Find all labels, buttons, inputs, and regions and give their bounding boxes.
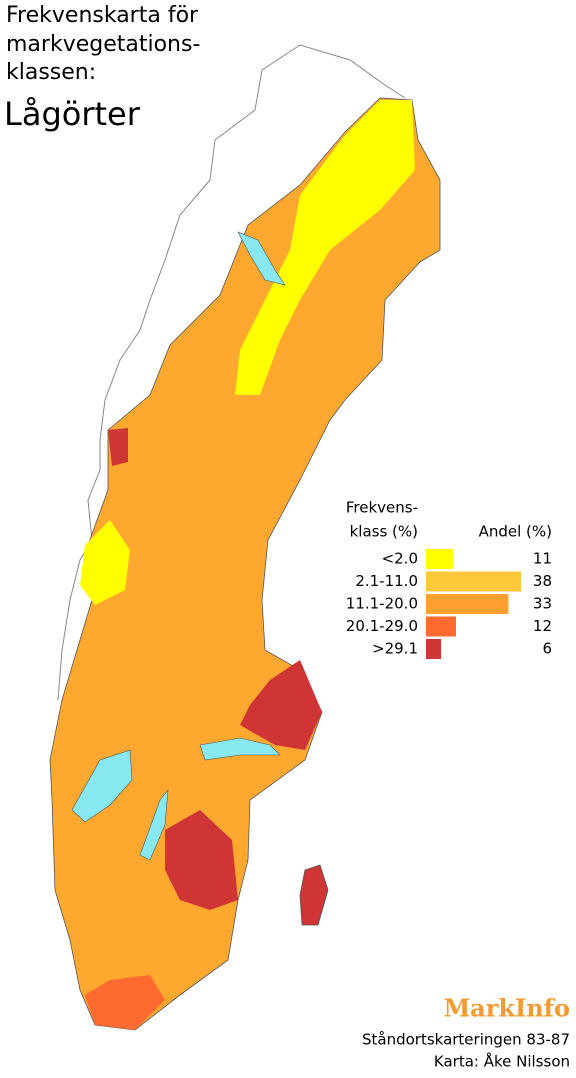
title-line: klassen:	[6, 60, 96, 85]
share-bar	[426, 639, 441, 659]
neighbour-border	[57, 44, 406, 701]
share-value: 11	[533, 550, 552, 568]
lake	[237, 231, 286, 286]
country	[49, 97, 441, 1031]
lake	[71, 749, 133, 823]
share-bar	[426, 616, 456, 637]
brand: MarkInfo	[444, 994, 570, 1023]
credit: Karta: Åke Nilsson	[434, 1052, 570, 1071]
title-line: markvegetations-	[6, 32, 200, 57]
legend-header: Andel (%)	[479, 523, 552, 541]
class-label: 2.1-11.0	[355, 572, 418, 590]
legend-header: klass (%)	[350, 523, 418, 541]
share-value: 12	[533, 617, 552, 635]
share-bar	[426, 549, 454, 569]
map	[49, 44, 441, 1031]
mid-high-area	[85, 975, 165, 1030]
source: Ståndortskarteringen 83-87	[362, 1031, 570, 1049]
class-label: 20.1-29.0	[346, 617, 418, 635]
high-class-area	[108, 428, 128, 466]
subject: Lågörter	[4, 95, 141, 133]
class-label: >29.1	[372, 640, 418, 658]
class-label: 11.1-20.0	[346, 595, 418, 613]
island	[299, 864, 329, 926]
low-class-area	[80, 520, 130, 605]
share-value: 6	[542, 640, 552, 658]
class-label: <2.0	[382, 550, 418, 568]
share-bar	[426, 571, 521, 592]
high-class-area	[240, 660, 322, 750]
low-class-area	[235, 100, 415, 395]
high-class-area	[165, 810, 238, 910]
lake	[139, 789, 169, 861]
legend-header: Frekvens-	[346, 499, 418, 517]
title-line: Frekvenskarta för	[6, 3, 199, 28]
share-value: 33	[533, 595, 552, 613]
share-value: 38	[533, 572, 552, 590]
share-bar	[426, 594, 509, 614]
legend: Frekvens- klass (%) Andel (%) <2.0 11 2.1-…	[346, 499, 552, 659]
lake	[199, 737, 281, 761]
